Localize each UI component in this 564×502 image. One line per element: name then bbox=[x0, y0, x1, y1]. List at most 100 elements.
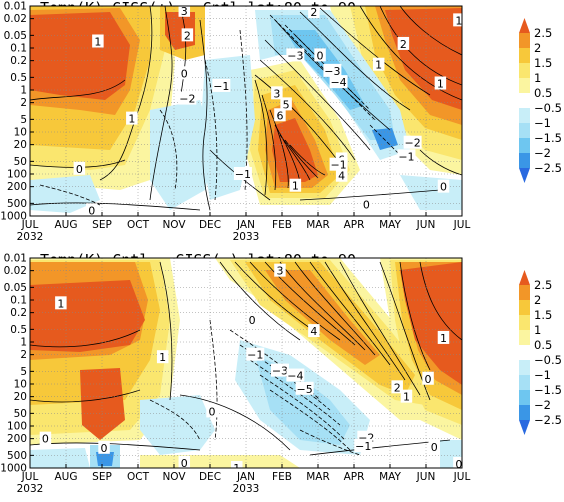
y-tick-label: 200 bbox=[7, 433, 27, 445]
contour-label-text: −1 bbox=[398, 150, 414, 163]
contour-label-bg bbox=[453, 456, 462, 468]
contour-label: 0 bbox=[178, 455, 191, 468]
contour-label: 2 bbox=[391, 380, 403, 394]
contour-label-bg bbox=[335, 168, 348, 182]
contour-label-bg bbox=[329, 75, 348, 89]
contour-label: 1 bbox=[372, 57, 385, 72]
panel-1: Temp(K) GISS(+) − Cntl lat:80 to 90 bbox=[0, 0, 470, 243]
p1-fill-cyan-oct bbox=[150, 100, 215, 210]
contour-label-text: 0 bbox=[440, 181, 447, 194]
contour-label-text: 0 bbox=[209, 405, 216, 418]
y-tick-label: 500 bbox=[7, 450, 27, 462]
contour-label: 4 bbox=[335, 168, 348, 183]
y-tick-label: 0.01 bbox=[4, 253, 27, 265]
p2-gridlines bbox=[30, 258, 462, 468]
colorbar-swatch bbox=[519, 315, 530, 330]
contour-label-bg bbox=[323, 63, 342, 77]
p1-gridlines bbox=[30, 6, 462, 216]
contour-label-text: 1 bbox=[292, 180, 299, 193]
contour-label-text: −2 bbox=[179, 93, 195, 106]
y-tick-label: 0.02 bbox=[4, 13, 27, 25]
contour-label-text: 3 bbox=[276, 265, 283, 278]
contour-label-bg bbox=[372, 57, 385, 71]
contour-label: 0 bbox=[422, 371, 434, 386]
x-tick-label: JAN bbox=[236, 471, 255, 483]
contour-label-bg bbox=[246, 347, 265, 361]
contour-label-text: 0 bbox=[455, 458, 462, 471]
contour-label: −1 bbox=[246, 347, 265, 362]
contour-label: −4 bbox=[286, 368, 305, 383]
x-tick-label: FEB bbox=[272, 471, 292, 483]
p2-fill-cyan-bottom bbox=[30, 448, 90, 468]
contour-label: 3 bbox=[271, 86, 283, 100]
contour-label: −2 bbox=[403, 135, 422, 150]
contour-label: 4 bbox=[308, 324, 320, 338]
contour-label-text: 0 bbox=[101, 442, 108, 455]
contour-label: 2 bbox=[397, 36, 410, 51]
p2-fill-red-right bbox=[400, 262, 462, 385]
x-tick-label: MAR bbox=[306, 471, 330, 483]
colorbar-label: −1.5 bbox=[534, 131, 562, 145]
colorbar-arrow-top bbox=[519, 18, 530, 33]
contour-label-bg bbox=[289, 178, 302, 192]
colorbar-swatch bbox=[519, 33, 530, 48]
contour-label-text: 3 bbox=[273, 87, 280, 100]
y-tick-label: 5 bbox=[20, 366, 27, 378]
colorbar-label: −1.5 bbox=[534, 383, 562, 397]
y-tick-label: 1000 bbox=[0, 211, 27, 223]
colorbar-label: −2 bbox=[534, 146, 551, 160]
contour-label-bg bbox=[437, 179, 450, 193]
y-tick-label: 1000 bbox=[0, 463, 27, 475]
contour-label: −3 bbox=[286, 48, 305, 62]
contour-label: 0 bbox=[246, 313, 258, 327]
x-tick-label: APR bbox=[344, 471, 365, 483]
contour-label-text: 1 bbox=[375, 59, 382, 72]
colorbar-swatch bbox=[519, 390, 530, 405]
p2-fill-red-left bbox=[30, 280, 145, 352]
contour-label-text: 1 bbox=[128, 113, 135, 126]
contour-label: 0 bbox=[206, 404, 218, 418]
y-tick-label: 0.05 bbox=[4, 282, 27, 294]
contour-label: 1 bbox=[453, 13, 462, 27]
contour-label-bg bbox=[391, 380, 403, 394]
y-tick-label: 0.1 bbox=[10, 43, 27, 55]
contour-label: 0 bbox=[453, 456, 462, 471]
x-year-label: 2033 bbox=[233, 231, 260, 243]
contour-label: 5 bbox=[280, 97, 292, 111]
contour-label-bg bbox=[212, 78, 231, 92]
contour-label-bg bbox=[206, 404, 218, 418]
contour-label: 1 bbox=[92, 34, 104, 48]
contour-label-text: 0 bbox=[431, 441, 438, 454]
contour-label-text: 0 bbox=[76, 163, 83, 176]
contour-label-text: −4 bbox=[330, 76, 346, 89]
y-tick-label: 5 bbox=[20, 114, 27, 126]
colorbar-label: −0.5 bbox=[534, 101, 562, 115]
contour-label: 0 bbox=[73, 161, 86, 176]
contour-label-text: −1 bbox=[213, 80, 229, 93]
contour-label-bg bbox=[92, 34, 104, 48]
colorbar-swatch bbox=[519, 108, 530, 123]
x-tick-label: JUL bbox=[21, 471, 39, 483]
contour-label-bg bbox=[178, 455, 191, 468]
contour-label-bg bbox=[73, 161, 86, 175]
contour-label-bg bbox=[233, 167, 252, 180]
y-tick-label: 0.01 bbox=[4, 1, 27, 13]
x-tick-label: JUL bbox=[453, 471, 471, 483]
contour-label-text: −1 bbox=[235, 168, 251, 181]
y-tick-label: 500 bbox=[7, 198, 27, 210]
contour-label: 1 bbox=[434, 76, 447, 90]
y-tick-label: 0.1 bbox=[10, 295, 27, 307]
x-tick-label: SEP bbox=[92, 219, 112, 231]
contour-label: 1 bbox=[289, 178, 302, 193]
contour-label: 1 bbox=[230, 461, 243, 468]
colorbar-swatch bbox=[519, 63, 530, 78]
x-tick-label: OCT bbox=[127, 219, 150, 231]
x-year-label: 2032 bbox=[17, 483, 44, 495]
contour-label-text: 3 bbox=[181, 5, 188, 18]
colorbar-label: 1.5 bbox=[534, 56, 552, 70]
p2-fill-blue-sep bbox=[96, 452, 114, 466]
colorbar-1: 2.521.510.5−0.5−1−1.5−2−2.5 bbox=[519, 18, 562, 183]
contour-label-bg bbox=[280, 97, 292, 111]
